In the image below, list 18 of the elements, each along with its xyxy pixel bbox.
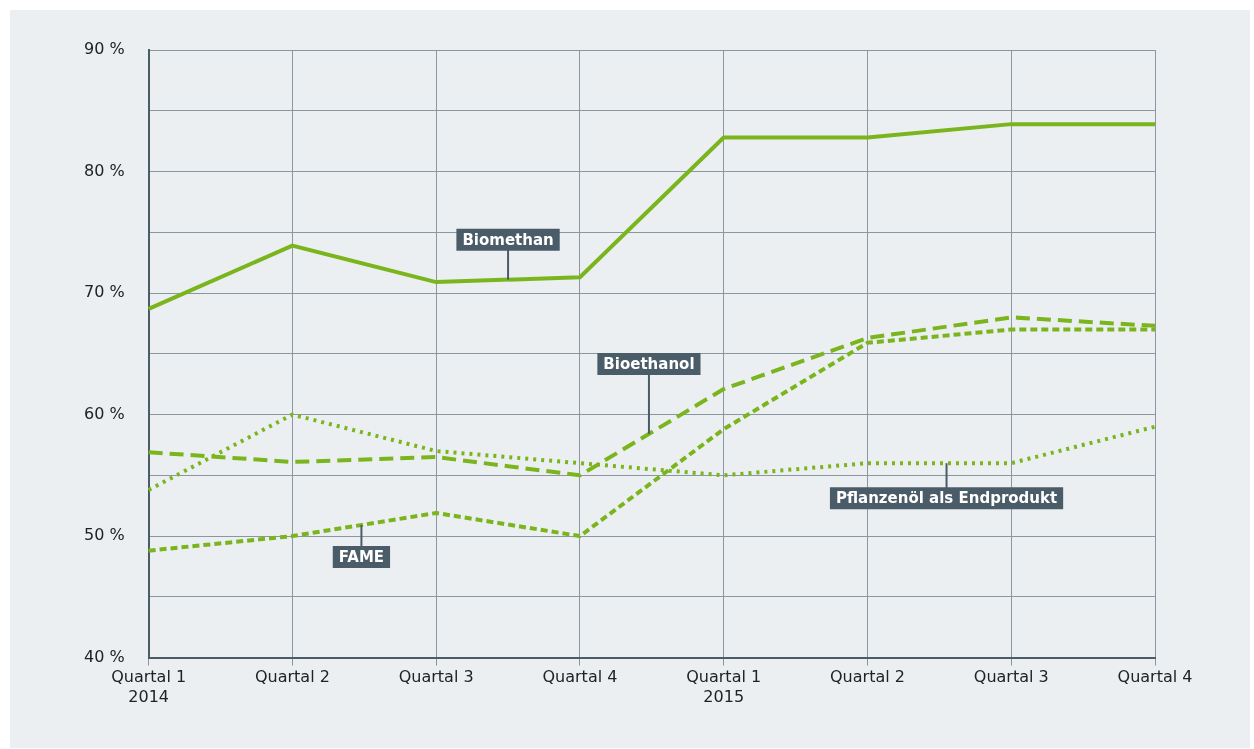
series-label: Biomethan: [462, 230, 554, 249]
y-tick-label: 80 %: [83, 160, 125, 180]
x-tick-label: Quartal 4: [1117, 667, 1193, 687]
y-tick-label: 70 %: [83, 282, 125, 302]
x-tick-label: Quartal 3: [398, 667, 474, 687]
series-label: Bioethanol: [603, 354, 695, 373]
x-tick-label: Quartal 2: [254, 667, 330, 687]
y-tick-label: 40 %: [83, 646, 125, 666]
series-label: Pflanzenöl als Endprodukt: [835, 489, 1058, 508]
x-tick-label: Quartal 4: [542, 667, 618, 687]
x-tick-label: Quartal 1 2014: [111, 667, 187, 706]
x-tick-label: Quartal 2: [830, 667, 905, 687]
series-label: FAME: [338, 547, 385, 566]
y-tick-label: 50 %: [83, 525, 125, 545]
x-tick-label: Quartal 1 2015: [686, 667, 762, 706]
x-tick-label: Quartal 3: [973, 667, 1049, 687]
y-tick-label: 60 %: [83, 403, 125, 423]
y-tick-label: 90 %: [83, 39, 125, 59]
